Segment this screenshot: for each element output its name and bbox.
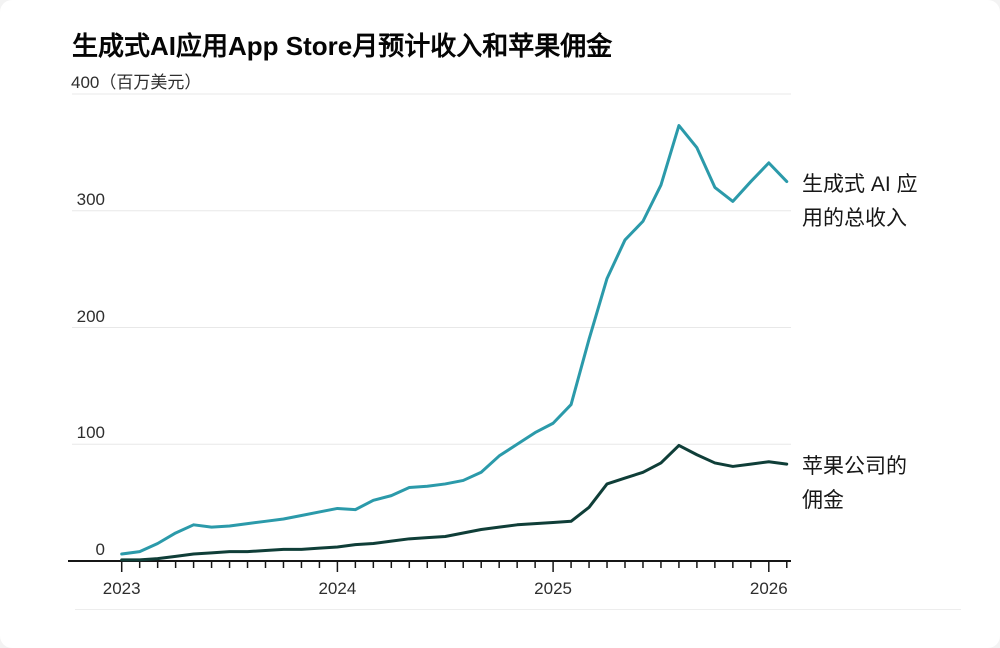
- y-tick-label-300: 300: [76, 189, 105, 209]
- series-label-revenue: 生成式 AI 应 用的总收入: [802, 168, 972, 236]
- chart-title: 生成式AI应用App Store月预计收入和苹果佣金: [72, 31, 613, 61]
- series-label-revenue-line1: 生成式 AI 应: [802, 173, 918, 196]
- series-label-revenue-line2: 用的总收入: [802, 207, 907, 230]
- revenue-line: [120, 124, 789, 556]
- series-label-commission: 苹果公司的 佣金: [802, 450, 972, 518]
- series-label-commission-line2: 佣金: [802, 489, 844, 512]
- y-tick-label-200: 200: [76, 306, 105, 326]
- commission-line: [120, 443, 789, 562]
- bottom-divider: [75, 609, 961, 610]
- x-tick-label-2026: 2026: [749, 579, 788, 598]
- y-tick-label-100: 100: [76, 423, 105, 443]
- x-tick-label-2024: 2024: [318, 579, 357, 598]
- y-tick-label-0: 0: [95, 540, 105, 559]
- x-tick-label-2023: 2023: [102, 579, 141, 598]
- y-axis-top-label: 400（百万美元）: [71, 73, 202, 92]
- series-label-commission-line1: 苹果公司的: [802, 455, 907, 478]
- x-tick-label-2025: 2025: [534, 579, 572, 598]
